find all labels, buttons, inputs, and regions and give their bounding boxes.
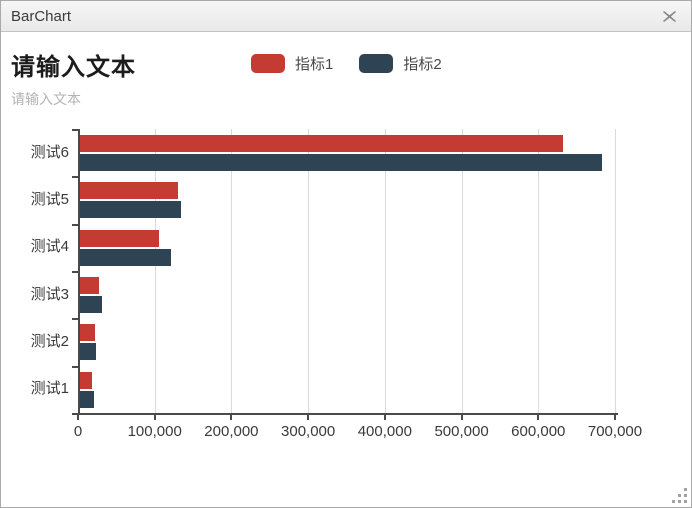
gridline [538, 129, 540, 413]
chart-panel: 请输入文本 请输入文本 指标1 指标2 测试6 测试5 测试4 测试3 测试2 测试1 0 10… [1, 33, 691, 507]
legend-item: 指标1 [251, 53, 333, 74]
x-tick-label: 300,000 [281, 423, 336, 440]
bar-chart-plot: 测试6 测试5 测试4 测试3 测试2 测试1 0 100,000 200,000 300,000… [1, 121, 691, 451]
x-tick-label: 700,000 [587, 423, 643, 440]
x-axis-tick [230, 415, 233, 420]
x-tick-label: 600,000 [511, 423, 566, 440]
gridline [615, 129, 616, 413]
x-axis-tick [307, 415, 310, 420]
gridline [384, 129, 386, 413]
x-axis-tick [537, 415, 540, 420]
bar [80, 296, 103, 313]
x-axis-tick [77, 415, 79, 420]
x-tick-label: 200,000 [204, 423, 259, 440]
x-tick-label: 0 [73, 423, 83, 440]
resize-grip-dot [683, 493, 687, 497]
x-axis-tick [460, 415, 463, 420]
resize-grip[interactable] [671, 487, 688, 504]
x-axis-tick [383, 415, 386, 420]
resize-grip-dot [683, 488, 687, 492]
y-axis-tick [72, 271, 78, 273]
x-tick-label: 400,000 [357, 423, 412, 440]
bar [80, 324, 95, 342]
x-axis-line [72, 413, 618, 415]
bar [80, 182, 179, 200]
resize-grip-dot [677, 493, 681, 497]
window-titlebar[interactable]: BarChart [1, 1, 691, 32]
bar [80, 343, 97, 361]
x-tick-label: 100,000 [127, 423, 182, 440]
chart-title: 请输入文本 [11, 54, 136, 81]
close-button[interactable] [659, 6, 679, 26]
category-label: 测试2 [30, 333, 69, 350]
x-tick-label: 500,000 [434, 423, 489, 440]
category-label: 测试6 [30, 143, 69, 161]
bar [80, 248, 172, 266]
category-label: 测试4 [30, 238, 69, 256]
category-label: 测试3 [30, 285, 69, 303]
gridline [308, 129, 310, 413]
legend-swatch-icon [359, 54, 394, 73]
gridline [461, 129, 463, 413]
gridline [231, 129, 233, 413]
y-axis-tick [72, 223, 78, 226]
legend-label: 指标2 [403, 56, 442, 73]
close-icon [662, 10, 676, 22]
x-axis-tick [614, 415, 616, 420]
bar [80, 201, 182, 219]
legend-item: 指标2 [359, 53, 442, 74]
resize-grip-dot [683, 499, 687, 503]
legend-label: 指标1 [295, 56, 334, 73]
y-axis-tick [72, 365, 78, 368]
resize-grip-dot [677, 499, 681, 503]
x-axis-tick [153, 415, 156, 420]
bar [80, 277, 100, 294]
window-title: BarChart [11, 7, 72, 25]
category-label: 测试5 [30, 191, 69, 208]
chart-subtitle: 请输入文本 [11, 91, 81, 107]
y-axis-line [78, 129, 80, 415]
gridline [154, 129, 156, 413]
y-axis-tick [72, 176, 78, 179]
bar [80, 154, 602, 171]
bar [80, 229, 159, 247]
resize-grip-dot [672, 499, 676, 503]
bar [80, 371, 92, 389]
chart-legend: 指标1 指标2 [251, 53, 442, 74]
y-axis-tick [72, 129, 78, 131]
bar [80, 390, 94, 408]
y-axis-tick [72, 318, 78, 321]
category-label: 测试1 [30, 380, 69, 398]
legend-swatch-icon [251, 54, 285, 73]
bar [80, 135, 564, 152]
